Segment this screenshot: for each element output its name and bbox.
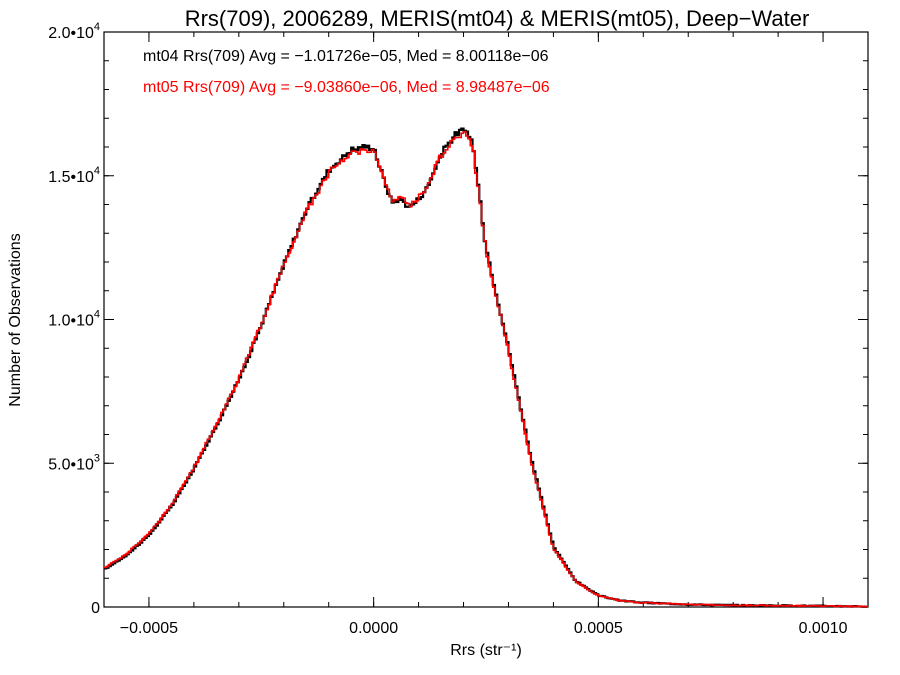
y-tick-label: 0	[91, 600, 100, 617]
series-group	[104, 127, 868, 608]
series-line-mt05	[104, 130, 868, 608]
y-tick-exponent: 4	[94, 165, 100, 177]
y-tick-label: 5.0•103	[48, 452, 100, 473]
x-tick-label: 0.0005	[574, 620, 623, 637]
y-tick-mantissa: 0	[91, 600, 100, 617]
y-tick-mantissa: 2.0•10	[48, 25, 94, 42]
y-axis-label: Number of Observations	[7, 233, 24, 406]
y-tick-label: 1.0•104	[48, 309, 100, 330]
series-annotation-mt04: mt04 Rrs(709) Avg = −1.01726e−05, Med = …	[143, 48, 549, 65]
y-tick-mantissa: 5.0•10	[48, 456, 94, 473]
x-tick-label: 0.0010	[799, 620, 848, 637]
axis-ticks: −0.0005 0.0000 0.0005 0.001005.0•1031.0•104…	[48, 21, 869, 637]
y-tick-exponent: 4	[94, 309, 100, 321]
chart-title: Rrs(709), 2006289, MERIS(mt04) & MERIS(m…	[185, 6, 810, 31]
plot-frame	[103, 31, 869, 608]
x-axis-label: Rrs (str⁻¹)	[450, 642, 522, 659]
x-tick-label: 0.0000	[349, 620, 398, 637]
series-line-mt04	[104, 127, 868, 608]
x-tick-label: −0.0005	[120, 620, 178, 637]
y-tick-label: 1.5•104	[48, 165, 100, 186]
y-tick-mantissa: 1.0•10	[48, 313, 94, 330]
y-tick-label: 2.0•104	[48, 21, 100, 42]
y-tick-exponent: 3	[94, 452, 100, 464]
y-tick-mantissa: 1.5•10	[48, 169, 94, 186]
series-annotation-mt05: mt05 Rrs(709) Avg = −9.03860e−06, Med = …	[143, 79, 550, 96]
y-tick-exponent: 4	[94, 21, 100, 33]
